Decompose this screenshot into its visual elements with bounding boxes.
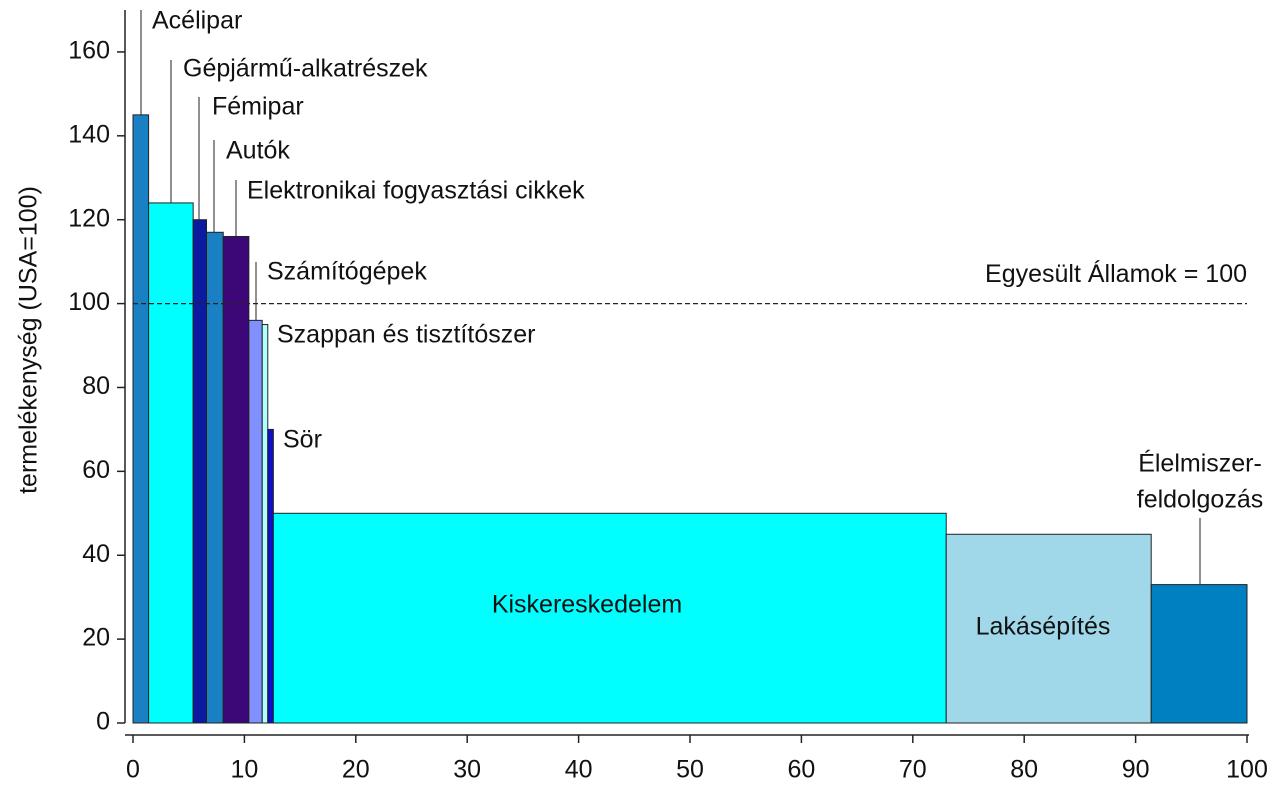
category-label: Acélipar: [152, 7, 242, 35]
x-tick-label: 70: [899, 756, 927, 784]
y-tick-label: 100: [68, 288, 110, 316]
bar: [192, 219, 208, 724]
y-tick-label: 60: [82, 456, 110, 484]
category-label: Kiskereskedelem: [492, 591, 682, 619]
bar: [1150, 584, 1248, 724]
y-tick-label: 0: [96, 708, 110, 736]
y-tick-label: 20: [82, 624, 110, 652]
y-tick-label: 120: [68, 204, 110, 232]
category-label: Lakásépítés: [976, 613, 1111, 641]
x-tick-label: 30: [453, 756, 481, 784]
x-tick-label: 0: [126, 756, 140, 784]
category-label: Autók: [226, 137, 290, 165]
bar: [945, 533, 1152, 724]
bar: [267, 428, 274, 724]
category-label: Számítógépek: [267, 258, 427, 286]
x-tick-label: 60: [787, 756, 815, 784]
y-tick-label: 40: [82, 540, 110, 568]
x-tick-label: 100: [1226, 756, 1268, 784]
bar: [148, 202, 194, 724]
category-label: Élelmiszer-: [1138, 449, 1262, 478]
category-label: Gépjármű-alkatrészek: [183, 55, 428, 83]
category-label: Szappan és tisztítószer: [277, 321, 535, 349]
y-tick-label: 140: [68, 120, 110, 148]
x-tick-label: 90: [1122, 756, 1150, 784]
bar: [222, 235, 250, 724]
category-label: Fémipar: [212, 93, 304, 121]
category-label: Elektronikai fogyasztási cikkek: [247, 177, 585, 205]
y-tick-label: 160: [68, 37, 110, 65]
bar: [261, 324, 269, 724]
bar: [132, 114, 150, 724]
x-tick-label: 20: [342, 756, 370, 784]
category-label: Sör: [283, 426, 322, 454]
bar: [206, 231, 224, 724]
y-axis-label: termelékenység (USA=100): [15, 186, 43, 494]
bar: [248, 319, 263, 724]
reference-label: Egyesült Államok = 100: [985, 259, 1247, 288]
x-tick-label: 10: [230, 756, 258, 784]
bar: [272, 512, 947, 724]
x-tick-label: 40: [565, 756, 593, 784]
category-label: feldolgozás: [1137, 486, 1263, 514]
x-tick-label: 50: [676, 756, 704, 784]
y-tick-label: 80: [82, 372, 110, 400]
x-tick-label: 80: [1010, 756, 1038, 784]
